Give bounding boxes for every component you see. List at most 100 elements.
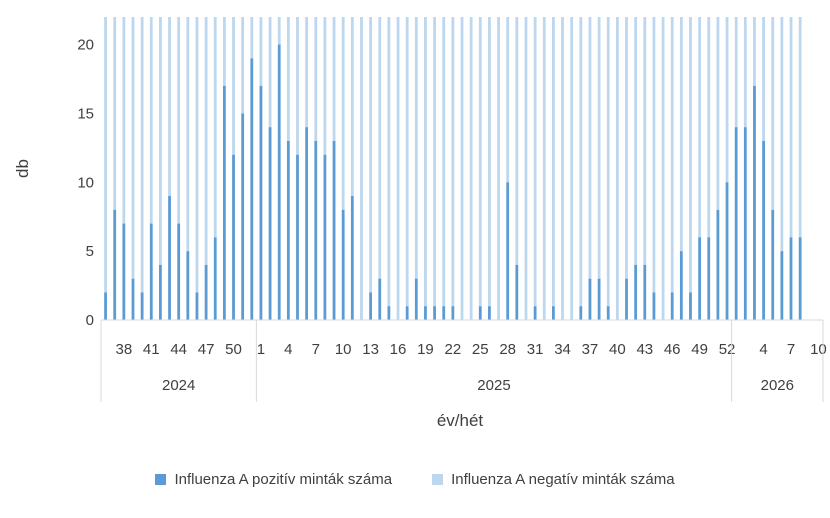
bar-positive <box>442 306 446 320</box>
legend-swatch-positive <box>155 474 167 485</box>
bar-negative <box>734 17 738 128</box>
bar-negative <box>515 17 519 265</box>
bar-negative <box>652 17 656 293</box>
bar-positive <box>195 292 199 320</box>
bar-negative <box>113 17 117 210</box>
bar-positive <box>268 127 272 320</box>
bar-positive <box>140 292 144 320</box>
bar-negative <box>551 17 555 307</box>
bar-positive <box>597 278 601 320</box>
bar-negative <box>762 17 765 141</box>
bar-positive <box>725 182 729 320</box>
bar-negative <box>670 17 674 293</box>
bar-positive <box>222 85 226 320</box>
y-tick-label: 5 <box>86 243 94 260</box>
bar-negative <box>469 17 473 320</box>
x-tick-label: 47 <box>198 341 215 358</box>
bar-positive <box>780 251 784 320</box>
bar-positive <box>716 209 720 320</box>
x-tick-label: 10 <box>335 341 352 358</box>
bar-negative <box>542 17 546 320</box>
bar-positive <box>488 306 491 320</box>
bar-negative <box>798 17 802 238</box>
bar-positive <box>305 127 309 320</box>
x-tick-label: 38 <box>116 341 133 358</box>
bar-negative <box>606 17 610 307</box>
bar-positive <box>698 237 702 320</box>
bar-negative <box>707 17 711 238</box>
bar-positive <box>515 264 519 320</box>
bar-negative <box>350 17 354 197</box>
bar-negative <box>396 17 400 320</box>
bar-negative <box>140 17 144 293</box>
bar-positive <box>186 251 190 320</box>
bar-positive <box>478 306 482 320</box>
bar-negative <box>305 17 309 128</box>
bar-negative <box>524 17 528 320</box>
bar-negative <box>268 17 272 128</box>
y-tick-label: 0 <box>86 312 94 329</box>
bar-negative <box>780 17 784 252</box>
bar-negative <box>250 17 254 59</box>
bar-negative <box>213 17 217 238</box>
bar-positive <box>643 264 647 320</box>
bar-positive <box>332 140 336 320</box>
bar-negative <box>323 17 327 155</box>
bar-positive <box>113 209 117 320</box>
x-tick-label: 16 <box>390 341 407 358</box>
bar-positive <box>168 196 171 320</box>
bar-negative <box>369 17 373 293</box>
bar-negative <box>314 17 318 141</box>
bar-negative <box>579 17 583 307</box>
bar-negative <box>341 17 345 210</box>
legend: Influenza A pozitív minták száma Influen… <box>0 471 830 488</box>
bar-negative <box>232 17 235 155</box>
bar-negative <box>286 17 290 141</box>
bar-negative <box>570 17 574 320</box>
bar-negative <box>661 17 665 320</box>
bar-positive <box>204 264 208 320</box>
x-tick-label: 44 <box>170 341 187 358</box>
bar-negative <box>725 17 729 183</box>
bar-positive <box>378 278 382 320</box>
x-tick-label: 7 <box>312 341 320 358</box>
x-tick-label: 28 <box>499 341 516 358</box>
bar-positive <box>652 292 656 320</box>
bar-positive <box>506 182 510 320</box>
bar-positive <box>451 306 455 320</box>
bar-positive <box>232 154 235 320</box>
bar-negative <box>643 17 647 265</box>
bar-negative <box>424 17 427 307</box>
bar-positive <box>606 306 610 320</box>
bar-positive <box>104 292 107 320</box>
bar-negative <box>442 17 446 307</box>
bar-positive <box>634 264 638 320</box>
bar-positive <box>213 237 217 320</box>
bar-positive <box>122 223 126 320</box>
bar-positive <box>350 196 354 320</box>
bar-positive <box>424 306 427 320</box>
x-tick-label: 43 <box>636 341 653 358</box>
bar-positive <box>798 237 802 320</box>
bar-negative <box>186 17 190 252</box>
bar-negative <box>588 17 592 279</box>
bar-negative <box>195 17 199 293</box>
bar-negative <box>625 17 628 279</box>
legend-label-positive: Influenza A pozitív minták száma <box>174 471 393 488</box>
bar-negative <box>296 17 299 155</box>
bar-positive <box>771 209 775 320</box>
x-tick-label: 25 <box>472 341 489 358</box>
bar-positive <box>323 154 327 320</box>
x-tick-label: 19 <box>417 341 434 358</box>
bar-positive <box>414 278 418 320</box>
bar-positive <box>579 306 583 320</box>
bar-positive <box>625 278 628 320</box>
y-axis-title: db <box>13 159 32 178</box>
bar-positive <box>286 140 290 320</box>
bar-negative <box>277 17 281 45</box>
bar-negative <box>506 17 510 183</box>
bar-negative <box>378 17 382 279</box>
bar-negative <box>222 17 226 86</box>
bar-negative <box>771 17 775 210</box>
